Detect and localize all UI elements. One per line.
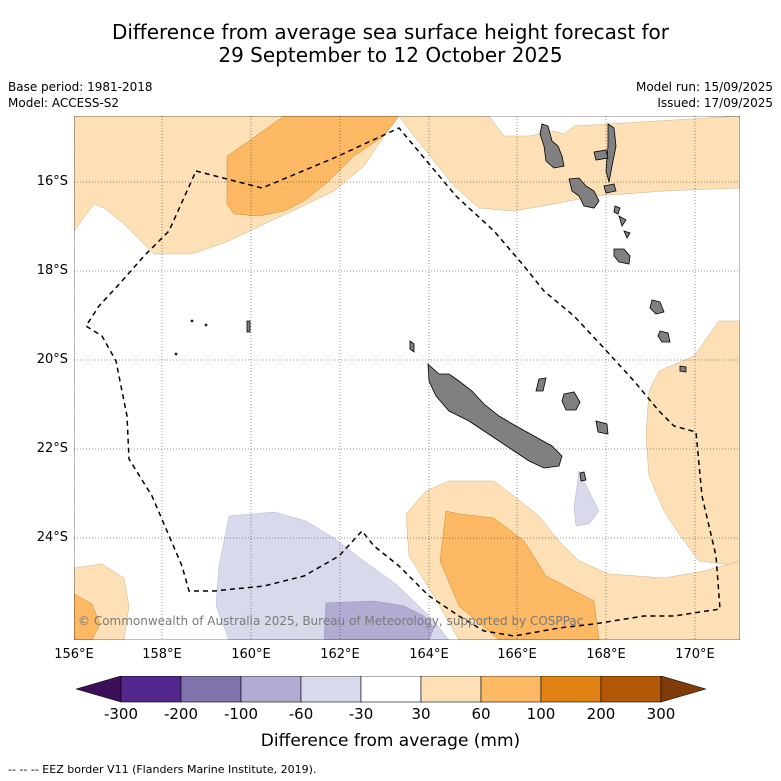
sea-surface-height-map (74, 116, 740, 640)
colorbar-extend-high (660, 676, 706, 703)
colorbar-segment (120, 676, 182, 703)
base-period: Base period: 1981-2018 (8, 80, 153, 94)
colorbar-tick-label: 100 (526, 705, 556, 723)
colorbar-segment (300, 676, 362, 703)
colorbar-segment (360, 676, 422, 703)
colorbar-segment (540, 676, 602, 703)
lon-label-170e: 170°E (675, 647, 715, 662)
lat-label-18s: 18°S (36, 263, 68, 278)
anomaly-area-30-60-east (645, 320, 740, 567)
colorbar-tick-label: -100 (223, 705, 259, 723)
colorbar-extend-low (76, 676, 122, 703)
lat-label-16s: 16°S (36, 174, 68, 189)
anomaly-area-neg-60-100 (323, 600, 435, 640)
lat-label-20s: 20°S (36, 352, 68, 367)
model-name: Model: ACCESS-S2 (8, 96, 120, 110)
anomaly-area-neg-30-60-small (573, 470, 600, 527)
map-title-line1: Difference from average sea surface heig… (111, 20, 670, 44)
lon-label-162e: 162°E (320, 647, 360, 662)
lat-label-22s: 22°S (36, 441, 68, 456)
colorbar-segment (240, 676, 302, 703)
colorbar-tick-label: -30 (348, 705, 374, 723)
colorbar-tick-label: -60 (288, 705, 314, 723)
lat-label-24s: 24°S (36, 530, 68, 545)
lon-label-168e: 168°E (586, 647, 626, 662)
eez-border (84, 127, 721, 637)
lon-label-156e: 156°E (54, 647, 94, 662)
issued-date: Issued: 17/09/2025 (657, 96, 773, 110)
colorbar-segment (480, 676, 542, 703)
map-title-line2: 29 September to 12 October 2025 (218, 43, 563, 67)
land-islets (174, 319, 251, 356)
anomaly-area-30-60-northeast (398, 116, 740, 212)
colorbar (76, 676, 706, 703)
lon-label-166e: 166°E (497, 647, 537, 662)
model-run: Model run: 15/09/2025 (635, 80, 773, 94)
lon-label-158e: 158°E (142, 647, 182, 662)
anomaly-area-60-100-north (226, 116, 400, 217)
colorbar-segment (180, 676, 242, 703)
lon-label-160e: 160°E (231, 647, 271, 662)
colorbar-segment (420, 676, 482, 703)
colorbar-label: Difference from average (mm) (260, 731, 521, 751)
colorbar-tick-label: 30 (411, 705, 431, 723)
lon-label-164e: 164°E (409, 647, 449, 662)
colorbar-tick-label: 60 (471, 705, 491, 723)
land-vanuatu (539, 123, 687, 373)
anomaly-area-60-100-south (439, 510, 600, 640)
land-new-caledonia (409, 340, 609, 482)
anomaly-area-60-100-southwest (74, 593, 101, 640)
colorbar-tick-label: 300 (646, 705, 676, 723)
colorbar-tick-label: 200 (586, 705, 616, 723)
colorbar-tick-label: -200 (163, 705, 199, 723)
colorbar-segment (600, 676, 662, 703)
copyright-notice: © Commonwealth of Australia 2025, Bureau… (78, 614, 584, 628)
eez-legend-footer: -- -- -- EEZ border V11 (Flanders Marine… (8, 763, 317, 776)
colorbar-tick-label: -300 (103, 705, 139, 723)
